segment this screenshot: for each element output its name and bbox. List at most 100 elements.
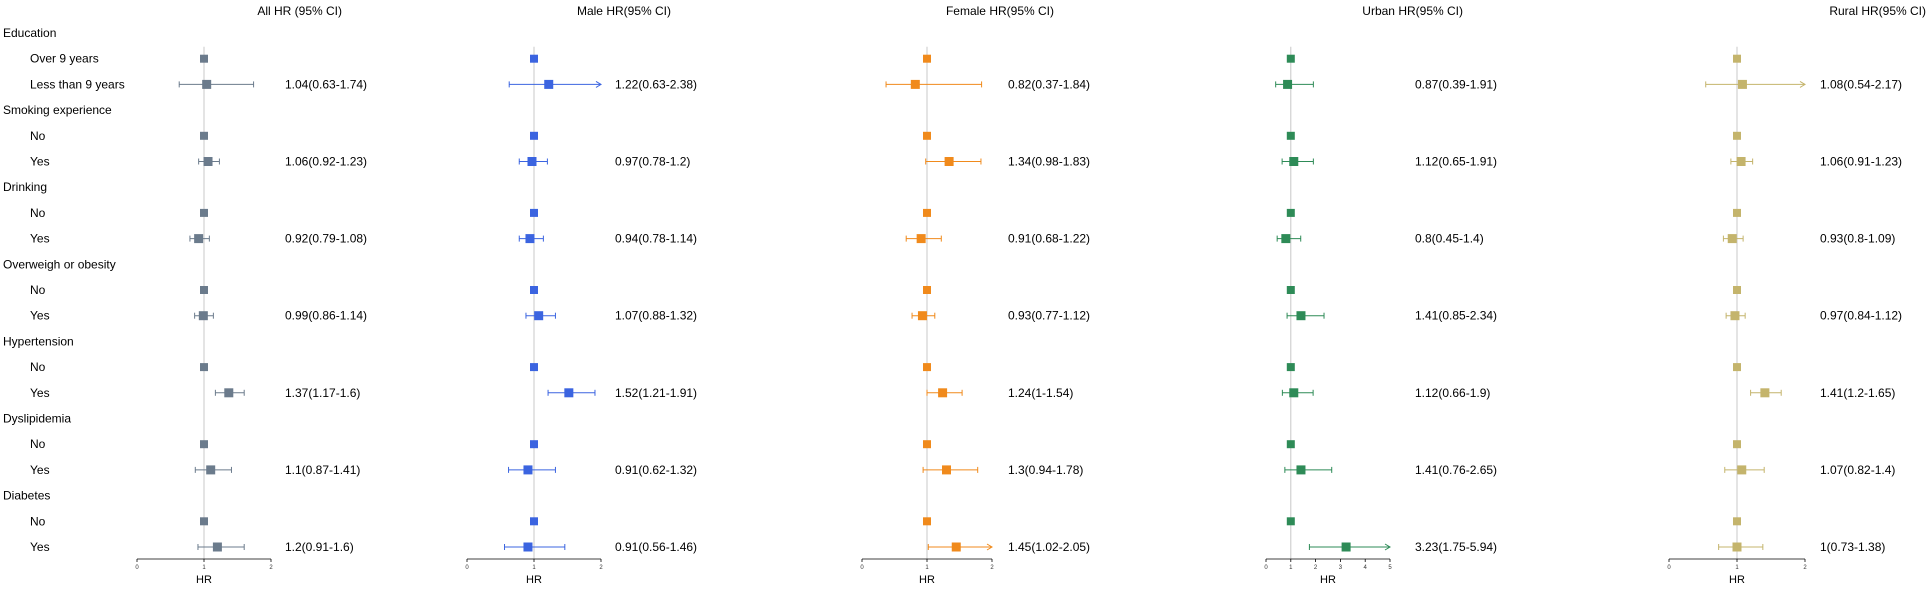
hr-ci-label: 1.41(0.85-2.34) [1415, 309, 1497, 323]
subgroup-label: No [30, 360, 46, 374]
x-tick-label: 3 [1339, 565, 1343, 571]
hr-ci-label: 0.91(0.62-1.32) [615, 463, 697, 477]
reference-point [1286, 208, 1295, 217]
reference-point [200, 54, 208, 63]
hr-ci-label: 1.24(1-1.54) [1008, 386, 1073, 400]
hr-point [1727, 234, 1737, 244]
hr-ci-label: 1.04(0.63-1.74) [285, 77, 367, 91]
subgroup-label: Yes [30, 309, 50, 323]
hr-ci-label: 1.22(0.63-2.38) [615, 77, 697, 91]
hr-ci-label: 1.34(0.98-1.83) [1008, 155, 1090, 169]
hr-ci-label: 0.93(0.8-1.09) [1820, 232, 1895, 246]
hr-ci-label: 0.91(0.56-1.46) [615, 540, 697, 554]
hr-point [1341, 542, 1351, 552]
panels: All HR (95% CI)0 1 2HR1.04(0.63-1.74)1.06(… [135, 4, 1926, 586]
reference-point [923, 440, 931, 449]
reference-point [923, 517, 931, 526]
forest-panel: Rural HR(95% CI) 0 1 2 HR 1.08(0.54-2.17) 1.06… [1667, 4, 1926, 586]
subgroup-label: Less than 9 years [30, 77, 125, 91]
subgroup-label: Yes [30, 232, 50, 246]
reference-point [530, 286, 538, 294]
reference-point [530, 517, 538, 526]
hr-point [917, 311, 927, 321]
hr-point [534, 311, 544, 321]
hr-point [544, 79, 554, 89]
panel-title: Female HR(95% CI) [946, 4, 1054, 18]
group-header-label: Dyslipidemia [3, 412, 71, 426]
subgroup-label: Over 9 years [30, 52, 99, 66]
forest-panel: Male HR(95% CI) 0 1 2 HR 1.22(0.63-2.38) 0.97(… [465, 4, 697, 586]
reference-point [530, 363, 538, 372]
hr-point [525, 234, 535, 244]
reference-point [1733, 440, 1741, 449]
reference-point [200, 286, 208, 294]
reference-point [923, 54, 931, 63]
hr-point [1737, 465, 1747, 475]
hr-point [198, 311, 208, 321]
reference-point [200, 517, 208, 526]
hr-ci-label: 0.82(0.37-1.84) [1008, 77, 1090, 91]
x-tick-label: 0 [860, 565, 864, 571]
forest-panel: Female HR(95% CI) 0 1 2 HR 0.82(0.37-1.84) 1.3… [860, 4, 1090, 586]
hr-point [938, 388, 948, 398]
forest-panel: All HR (95% CI) 0 1 2 HR 1.04(0.63-1.74) 1.06(… [135, 4, 367, 586]
hr-point [203, 157, 213, 166]
hr-point [1737, 79, 1747, 89]
panel-title: All HR (95% CI) [257, 4, 342, 18]
reference-point [1733, 363, 1741, 372]
x-tick-label: 1 [202, 565, 206, 571]
hr-ci-label: 0.93(0.77-1.12) [1008, 309, 1090, 323]
reference-point [1286, 517, 1295, 526]
hr-point [1289, 157, 1299, 166]
reference-point [530, 54, 538, 63]
x-tick-label: 0 [1667, 565, 1671, 571]
hr-point [1732, 542, 1742, 552]
hr-ci-label: 1.07(0.88-1.32) [615, 309, 697, 323]
reference-point [923, 286, 931, 294]
panel-title: Male HR(95% CI) [577, 4, 671, 18]
hr-point [202, 79, 212, 89]
reference-point [1286, 54, 1295, 63]
hr-ci-label: 0.8(0.45-1.4) [1415, 232, 1484, 246]
group-header-label: Hypertension [3, 334, 74, 348]
reference-point [1286, 131, 1295, 140]
hr-point [194, 234, 204, 244]
hr-point [1760, 388, 1770, 398]
hr-point [1736, 157, 1746, 166]
subgroup-label: No [30, 206, 46, 220]
hr-ci-label: 1.41(1.2-1.65) [1820, 386, 1895, 400]
reference-point [1733, 54, 1741, 63]
x-tick-label: 5 [1388, 565, 1392, 571]
hr-ci-label: 0.97(0.78-1.2) [615, 155, 690, 169]
hr-point [944, 157, 954, 166]
hr-point [916, 234, 926, 244]
x-axis-label: HR [196, 574, 212, 586]
subgroup-label: Yes [30, 540, 50, 554]
reference-point [1286, 363, 1295, 372]
x-tick-label: 2 [1314, 565, 1318, 571]
hr-point [527, 157, 537, 166]
hr-ci-label: 1.37(1.17-1.6) [285, 386, 360, 400]
ci-arrow [1799, 80, 1806, 88]
hr-point [523, 465, 533, 475]
hr-ci-label: 0.97(0.84-1.12) [1820, 309, 1902, 323]
hr-ci-label: 1.12(0.66-1.9) [1415, 386, 1490, 400]
ci-arrow [986, 543, 993, 551]
reference-point [923, 208, 931, 217]
panel-title: Urban HR(95% CI) [1362, 4, 1463, 18]
hr-point [1281, 234, 1291, 244]
x-axis-label: HR [1729, 574, 1745, 586]
hr-point [951, 542, 961, 552]
hr-point [206, 465, 216, 475]
reference-point [530, 208, 538, 217]
reference-point [923, 363, 931, 372]
hr-point [910, 79, 920, 89]
x-tick-label: 2 [599, 565, 603, 571]
x-tick-label: 0 [1264, 565, 1268, 571]
subgroup-label: Yes [30, 386, 50, 400]
reference-point [530, 440, 538, 449]
group-header-label: Drinking [3, 180, 47, 194]
hr-ci-label: 1(0.73-1.38) [1820, 540, 1885, 554]
group-header-label: Overweigh or obesity [3, 257, 116, 271]
